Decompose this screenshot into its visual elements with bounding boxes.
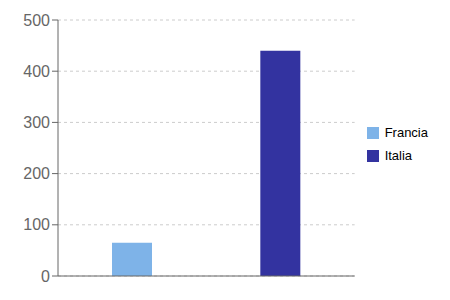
html-text:Francia: Francia [384, 125, 428, 140]
svg-text:100: 100 [23, 216, 50, 233]
svg-text:500: 500 [23, 12, 50, 29]
svg-text:300: 300 [23, 114, 50, 131]
svg-text:0: 0 [41, 268, 50, 285]
svg-text:200: 200 [23, 165, 50, 182]
html-text:Italia: Italia [384, 148, 413, 163]
svg-text:400: 400 [23, 63, 50, 80]
